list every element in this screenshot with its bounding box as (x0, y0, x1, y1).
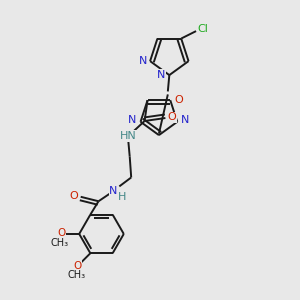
Text: H: H (118, 192, 127, 202)
Text: N: N (128, 115, 136, 125)
Text: O: O (174, 95, 183, 105)
Text: HN: HN (120, 131, 136, 141)
Text: O: O (74, 261, 82, 271)
Text: N: N (109, 186, 118, 196)
Text: Cl: Cl (197, 24, 208, 34)
Text: CH₃: CH₃ (51, 238, 69, 248)
Text: O: O (168, 112, 176, 122)
Text: O: O (57, 228, 65, 238)
Text: N: N (157, 70, 165, 80)
Text: O: O (70, 191, 79, 201)
Text: N: N (139, 56, 147, 66)
Text: CH₃: CH₃ (68, 270, 86, 280)
Text: N: N (181, 115, 189, 125)
